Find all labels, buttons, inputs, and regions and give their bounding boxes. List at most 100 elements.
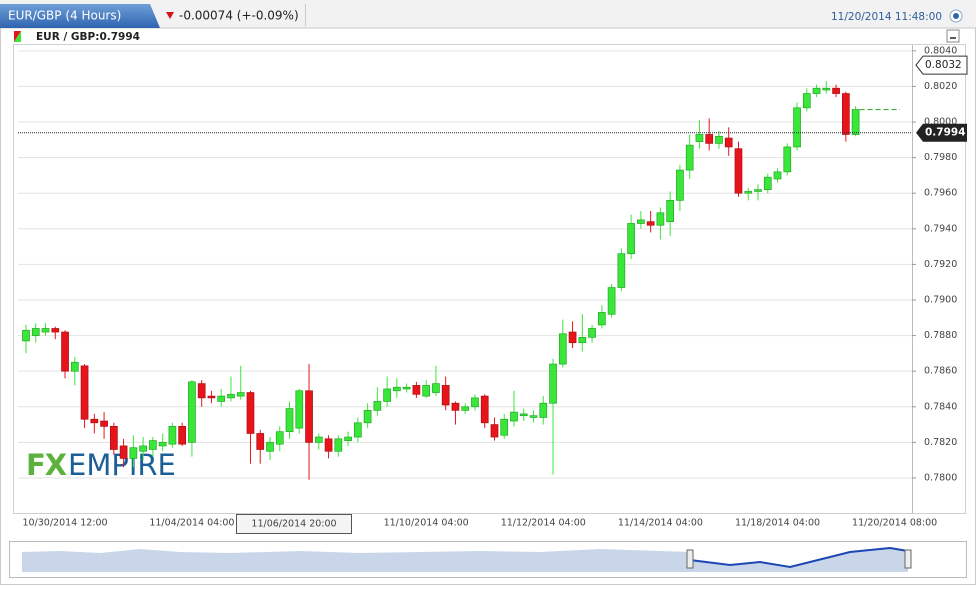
- price-marker: [915, 55, 968, 75]
- y-tick-label: 0.7900: [924, 294, 957, 305]
- candle-body: [685, 144, 694, 171]
- candle-body: [236, 392, 245, 397]
- candle-body: [822, 87, 831, 91]
- candle-body: [744, 191, 753, 194]
- y-tick-label: 0.7800: [924, 472, 957, 483]
- x-tick-label: 11/12/2014 04:00: [501, 518, 586, 529]
- candle-body: [676, 169, 684, 201]
- candle-body: [783, 146, 792, 173]
- candle-body: [607, 287, 616, 315]
- down-arrow: [166, 12, 174, 19]
- candle-body: [314, 436, 323, 443]
- y-tick-label: 0.7940: [924, 223, 957, 234]
- candle-body: [617, 253, 626, 288]
- candle-body: [178, 426, 187, 445]
- candle-body: [695, 134, 704, 142]
- timestamp: 11/20/2014 11:48:00: [831, 11, 942, 23]
- header-bar: [0, 0, 976, 28]
- candle-body: [715, 135, 723, 144]
- candle-body: [90, 418, 99, 424]
- crosshair-label-box: [236, 514, 352, 534]
- candle-body: [119, 445, 128, 459]
- candle-body: [227, 393, 235, 399]
- x-tick-label: 11/20/2014 08:00: [852, 518, 937, 529]
- candle-body: [324, 438, 333, 452]
- plot-frame: [13, 44, 966, 514]
- candle-body: [578, 337, 587, 344]
- candle-body: [149, 440, 157, 450]
- candle-body: [539, 402, 548, 418]
- candle-body: [51, 328, 60, 333]
- minimize-button[interactable]: [946, 29, 960, 43]
- candle-body: [412, 385, 421, 395]
- navigator-area: [22, 549, 690, 572]
- candle-body: [568, 331, 577, 344]
- navigator-handle-left[interactable]: [686, 549, 694, 569]
- candle-body: [588, 328, 596, 338]
- y-tick-label: 0.7920: [924, 259, 957, 270]
- candle-body: [529, 415, 538, 418]
- candle-body: [363, 409, 372, 424]
- candle-body: [432, 383, 440, 393]
- y-tick-label: 0.7820: [924, 437, 957, 448]
- candle-body: [402, 386, 411, 390]
- candle-body: [461, 406, 470, 411]
- x-tick-label: 11/18/2014 04:00: [735, 518, 820, 529]
- price-marker: [916, 123, 967, 142]
- y-tick-label: 0.7840: [924, 401, 957, 412]
- candle-body: [480, 395, 489, 424]
- candle-body: [734, 148, 743, 194]
- y-tick-label: 0.7960: [924, 188, 957, 199]
- candle-body: [471, 397, 479, 408]
- y-tick-label: 0.7980: [924, 152, 957, 163]
- candle-body: [70, 361, 79, 372]
- price-marker-label: 0.7994: [925, 127, 966, 139]
- candle-body: [207, 395, 216, 399]
- price-marker-label: 0.8032: [925, 59, 962, 71]
- candle-body: [597, 312, 606, 326]
- candle-body: [158, 442, 167, 447]
- y-tick-label: 0.7880: [924, 330, 957, 341]
- x-tick-label: 11/14/2014 04:00: [618, 518, 703, 529]
- candle-body: [793, 107, 801, 148]
- x-tick-label: 11/04/2014 04:00: [149, 518, 234, 529]
- candle-body: [656, 212, 665, 226]
- change-text: -0.00074 (+-0.09%): [179, 9, 299, 23]
- candle-body: [549, 363, 557, 404]
- crosshair-label: 11/06/2014 20:00: [251, 519, 336, 530]
- navigator-handle-right[interactable]: [904, 549, 912, 569]
- navigator-selection-area: [690, 548, 908, 572]
- candle-body: [139, 445, 147, 452]
- candle-body: [812, 87, 821, 94]
- candle-body: [666, 199, 675, 223]
- candle-body: [637, 219, 645, 224]
- candle-body: [510, 411, 518, 422]
- candle-body: [763, 176, 772, 191]
- candle-body: [558, 333, 567, 365]
- candle-body: [373, 401, 382, 411]
- candle-body: [851, 109, 860, 135]
- candle-body: [627, 223, 635, 255]
- candle-body: [646, 221, 655, 226]
- candle-body: [129, 447, 138, 459]
- tab-title[interactable]: EUR/GBP (4 Hours): [8, 9, 121, 23]
- y-tick-label: 0.8040: [924, 45, 957, 56]
- candle-body: [490, 424, 499, 438]
- candle-body: [168, 426, 177, 445]
- candle-body: [841, 93, 850, 135]
- instrument-label: EUR / GBP:0.7994: [36, 31, 140, 43]
- candle-body: [773, 171, 782, 180]
- candle-body: [246, 392, 255, 434]
- candle-body: [109, 426, 118, 450]
- candle-body: [500, 418, 509, 436]
- tab[interactable]: [0, 4, 160, 28]
- candle-body: [100, 420, 108, 427]
- candle-body: [275, 431, 284, 445]
- icon-green: [14, 31, 21, 42]
- candle-body: [266, 442, 274, 452]
- candle-body: [295, 390, 304, 429]
- candle-body: [334, 438, 343, 452]
